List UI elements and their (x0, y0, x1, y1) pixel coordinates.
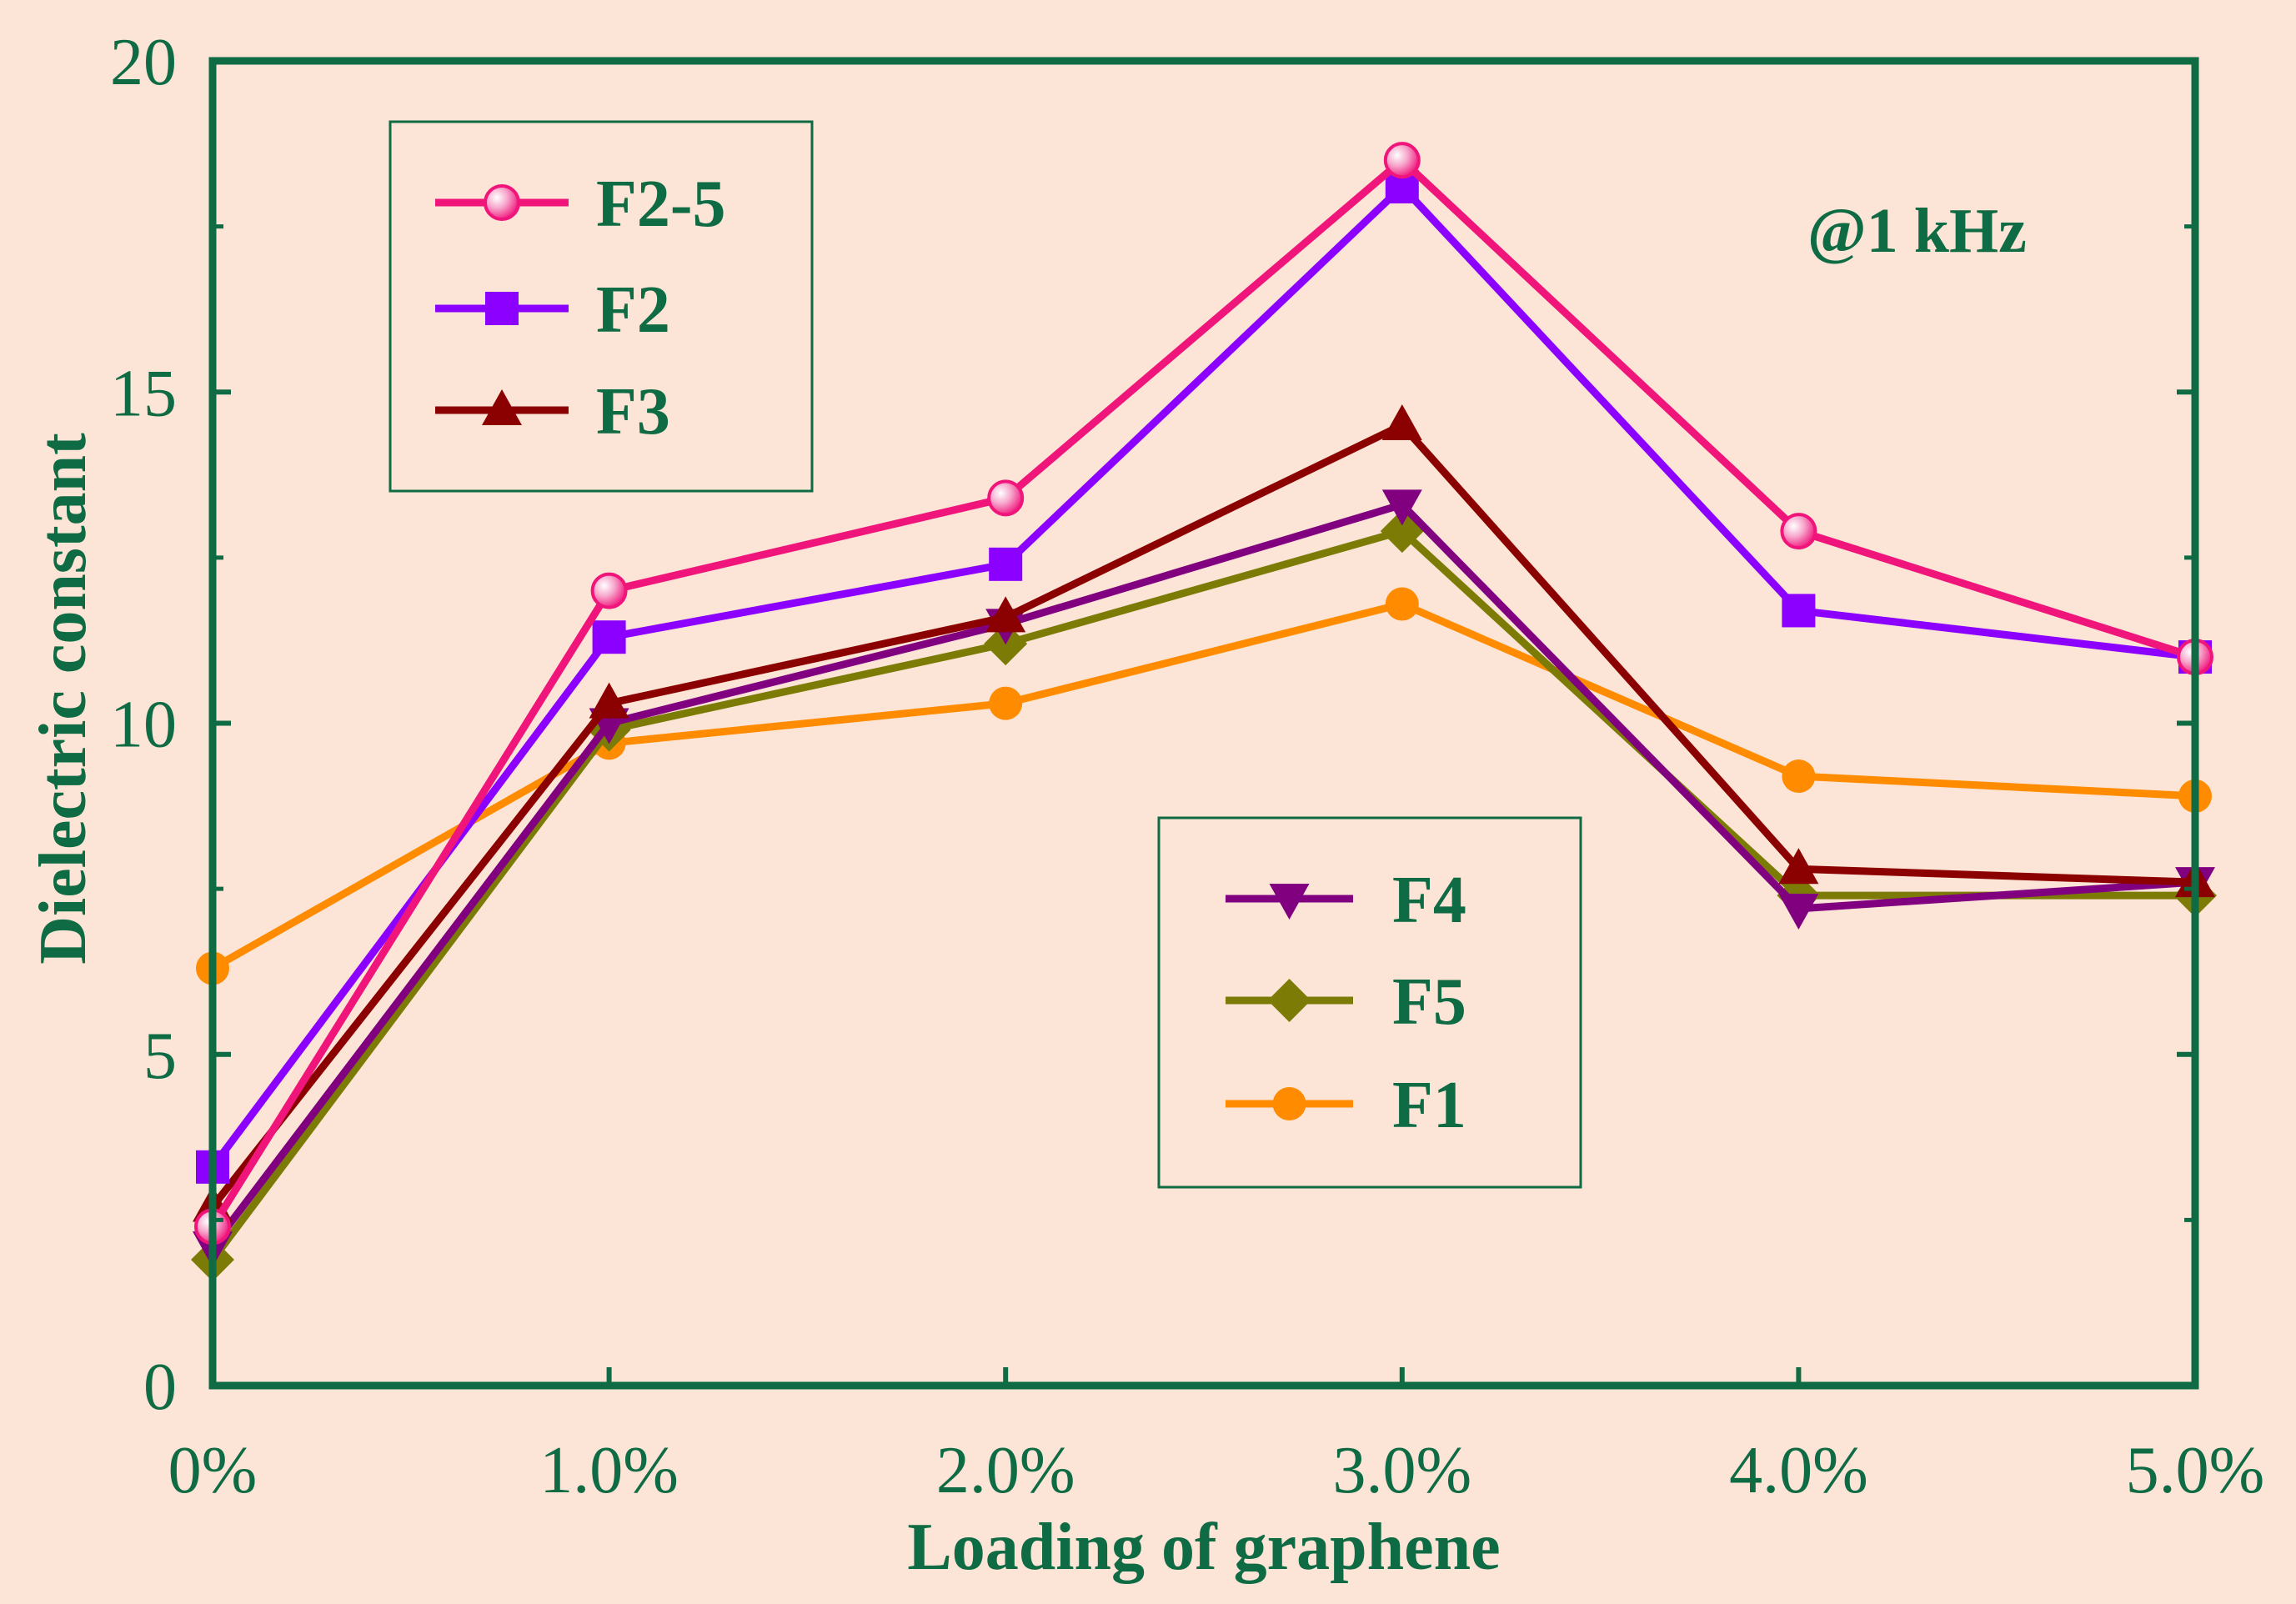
legend-marker-f3 (482, 389, 522, 425)
x-tick-label: 5.0% (2126, 1434, 2265, 1507)
legend-marker-f2 (485, 292, 519, 325)
y-tick-label: 20 (110, 26, 177, 99)
series-line-f1 (210, 599, 2196, 972)
data-point-f1-4 (1782, 759, 1816, 794)
data-point-f2-4 (1782, 594, 1816, 628)
data-point-f4-3 (1381, 489, 1422, 526)
data-point-f1-3 (1385, 587, 1419, 621)
x-tick-label: 1.0% (539, 1434, 679, 1507)
axis-layer: 0% 1.0% 2.0% 3.0% 4.0% 5.0% 0 5 10 15 20 (110, 26, 2264, 1507)
x-tick-label: 3.0% (1332, 1434, 1471, 1507)
y-tick-label: 10 (110, 689, 177, 762)
legend-entry-f2-5: F2-5 (435, 168, 726, 241)
y-tick-label: 5 (143, 1020, 177, 1093)
series-line-f2 (209, 183, 2196, 1170)
series-f1 (196, 587, 2212, 985)
legend-label-f1: F1 (1392, 1069, 1466, 1142)
legend-frame (389, 120, 814, 493)
legend-entry-f3: F3 (435, 375, 670, 449)
y-tick-label: 15 (110, 357, 177, 430)
data-point-f2-5-2 (987, 479, 1025, 517)
series-line-f5 (209, 527, 2195, 1262)
legend-label-f5: F5 (1392, 965, 1466, 1039)
legend-entry-f4: F4 (1226, 864, 1466, 937)
data-point-f3-2 (985, 596, 1026, 633)
data-point-f2-5-3 (1383, 142, 1421, 179)
legend-entry-f1: F1 (1226, 1069, 1466, 1142)
x-tick-label: 2.0% (936, 1434, 1075, 1507)
data-point-f2-2 (989, 547, 1023, 581)
series-f4 (193, 489, 2215, 1268)
data-point-f3-1 (589, 682, 629, 719)
legend-marker-f2-5 (484, 184, 520, 221)
y-tick-label: 0 (143, 1351, 177, 1424)
series-f3 (193, 404, 2215, 1222)
annotation-label: @1 kHz (1807, 196, 2027, 266)
data-point-f2-1 (592, 620, 626, 654)
legend-label-f4: F4 (1392, 864, 1466, 937)
legend-entry-f2: F2 (435, 273, 670, 347)
x-axis-title: Loading of graphene (907, 1511, 1500, 1584)
legend-frame (1157, 816, 1582, 1189)
legend-layer: F2-5 F2 F3 F4 F5 F1 (389, 120, 1582, 1189)
legend-marker-f4 (1269, 884, 1310, 920)
series-line-f2-5 (209, 156, 2197, 1229)
x-tick-label: 0% (168, 1434, 258, 1507)
legend-marker-f5 (1267, 979, 1311, 1022)
legend-entry-f5: F5 (1226, 965, 1466, 1039)
y-axis-title: Dielectric constant (27, 433, 100, 965)
series-line-f4 (209, 500, 2196, 1249)
data-point-f1-2 (989, 686, 1023, 720)
data-point-f3-4 (1778, 848, 1819, 885)
legend-label-f2-5: F2-5 (596, 168, 726, 241)
x-tick-label: 4.0% (1729, 1434, 1868, 1507)
legend-box-1: F2-5 F2 F3 (389, 120, 814, 493)
data-point-f2-5-1 (590, 572, 628, 609)
data-point-f2-5-4 (1780, 513, 1817, 550)
legend-box-2: F4 F5 F1 (1157, 816, 1582, 1189)
data-point-f4-4 (1778, 893, 1819, 930)
legend-label-f3: F3 (596, 375, 670, 449)
legend-label-f2: F2 (596, 273, 670, 347)
data-point-f3-3 (1381, 404, 1422, 440)
series-line-f3 (209, 421, 2196, 1210)
legend-marker-f1 (1272, 1087, 1306, 1120)
series-layer (191, 142, 2217, 1282)
